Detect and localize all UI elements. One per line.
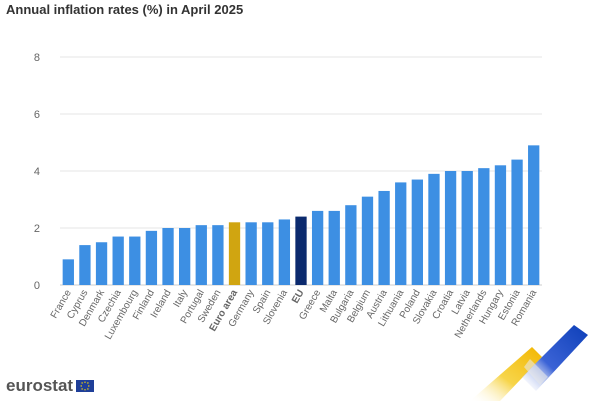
bar-romania bbox=[528, 145, 540, 285]
bar-malta bbox=[328, 210, 340, 285]
chart-title: Annual inflation rates (%) in April 2025 bbox=[6, 2, 244, 17]
bar-poland bbox=[411, 179, 423, 285]
bar-portugal bbox=[195, 225, 207, 285]
bar-latvia bbox=[461, 171, 473, 285]
bar-hungary bbox=[494, 165, 507, 285]
bar-eu bbox=[295, 216, 307, 285]
bar-finland bbox=[145, 230, 158, 285]
bar-bulgaria bbox=[345, 205, 357, 285]
eurostat-logo: eurostat bbox=[6, 376, 95, 396]
bar-slovenia bbox=[278, 219, 291, 285]
bar-spain bbox=[262, 222, 274, 285]
bar-lithuania bbox=[395, 182, 407, 285]
y-tick-label: 0 bbox=[34, 280, 40, 292]
bar-euro-area bbox=[228, 222, 241, 285]
bar-estonia bbox=[511, 159, 523, 285]
bar-belgium bbox=[361, 196, 374, 285]
bar-ireland bbox=[162, 228, 174, 285]
bar-luxembourg bbox=[129, 236, 141, 285]
bar-italy bbox=[179, 228, 191, 285]
bar-netherlands bbox=[478, 168, 490, 285]
bar-denmark bbox=[95, 242, 108, 285]
bar-croatia bbox=[444, 171, 457, 285]
bar-czechia bbox=[112, 236, 124, 285]
y-tick-label: 4 bbox=[34, 166, 40, 178]
bar-austria bbox=[378, 190, 390, 285]
y-tick-label: 2 bbox=[34, 223, 40, 235]
bar-slovakia bbox=[428, 173, 440, 285]
y-tick-label: 6 bbox=[34, 109, 40, 121]
eu-flag-icon bbox=[76, 380, 95, 392]
decorative-stripes-icon bbox=[470, 325, 588, 401]
logo-text: eurostat bbox=[6, 376, 74, 395]
bar-greece bbox=[311, 210, 324, 285]
bar-france bbox=[62, 259, 74, 285]
bar-germany bbox=[245, 222, 257, 285]
bar-cyprus bbox=[79, 245, 91, 285]
y-tick-label: 8 bbox=[34, 52, 40, 64]
bar-sweden bbox=[212, 225, 224, 285]
